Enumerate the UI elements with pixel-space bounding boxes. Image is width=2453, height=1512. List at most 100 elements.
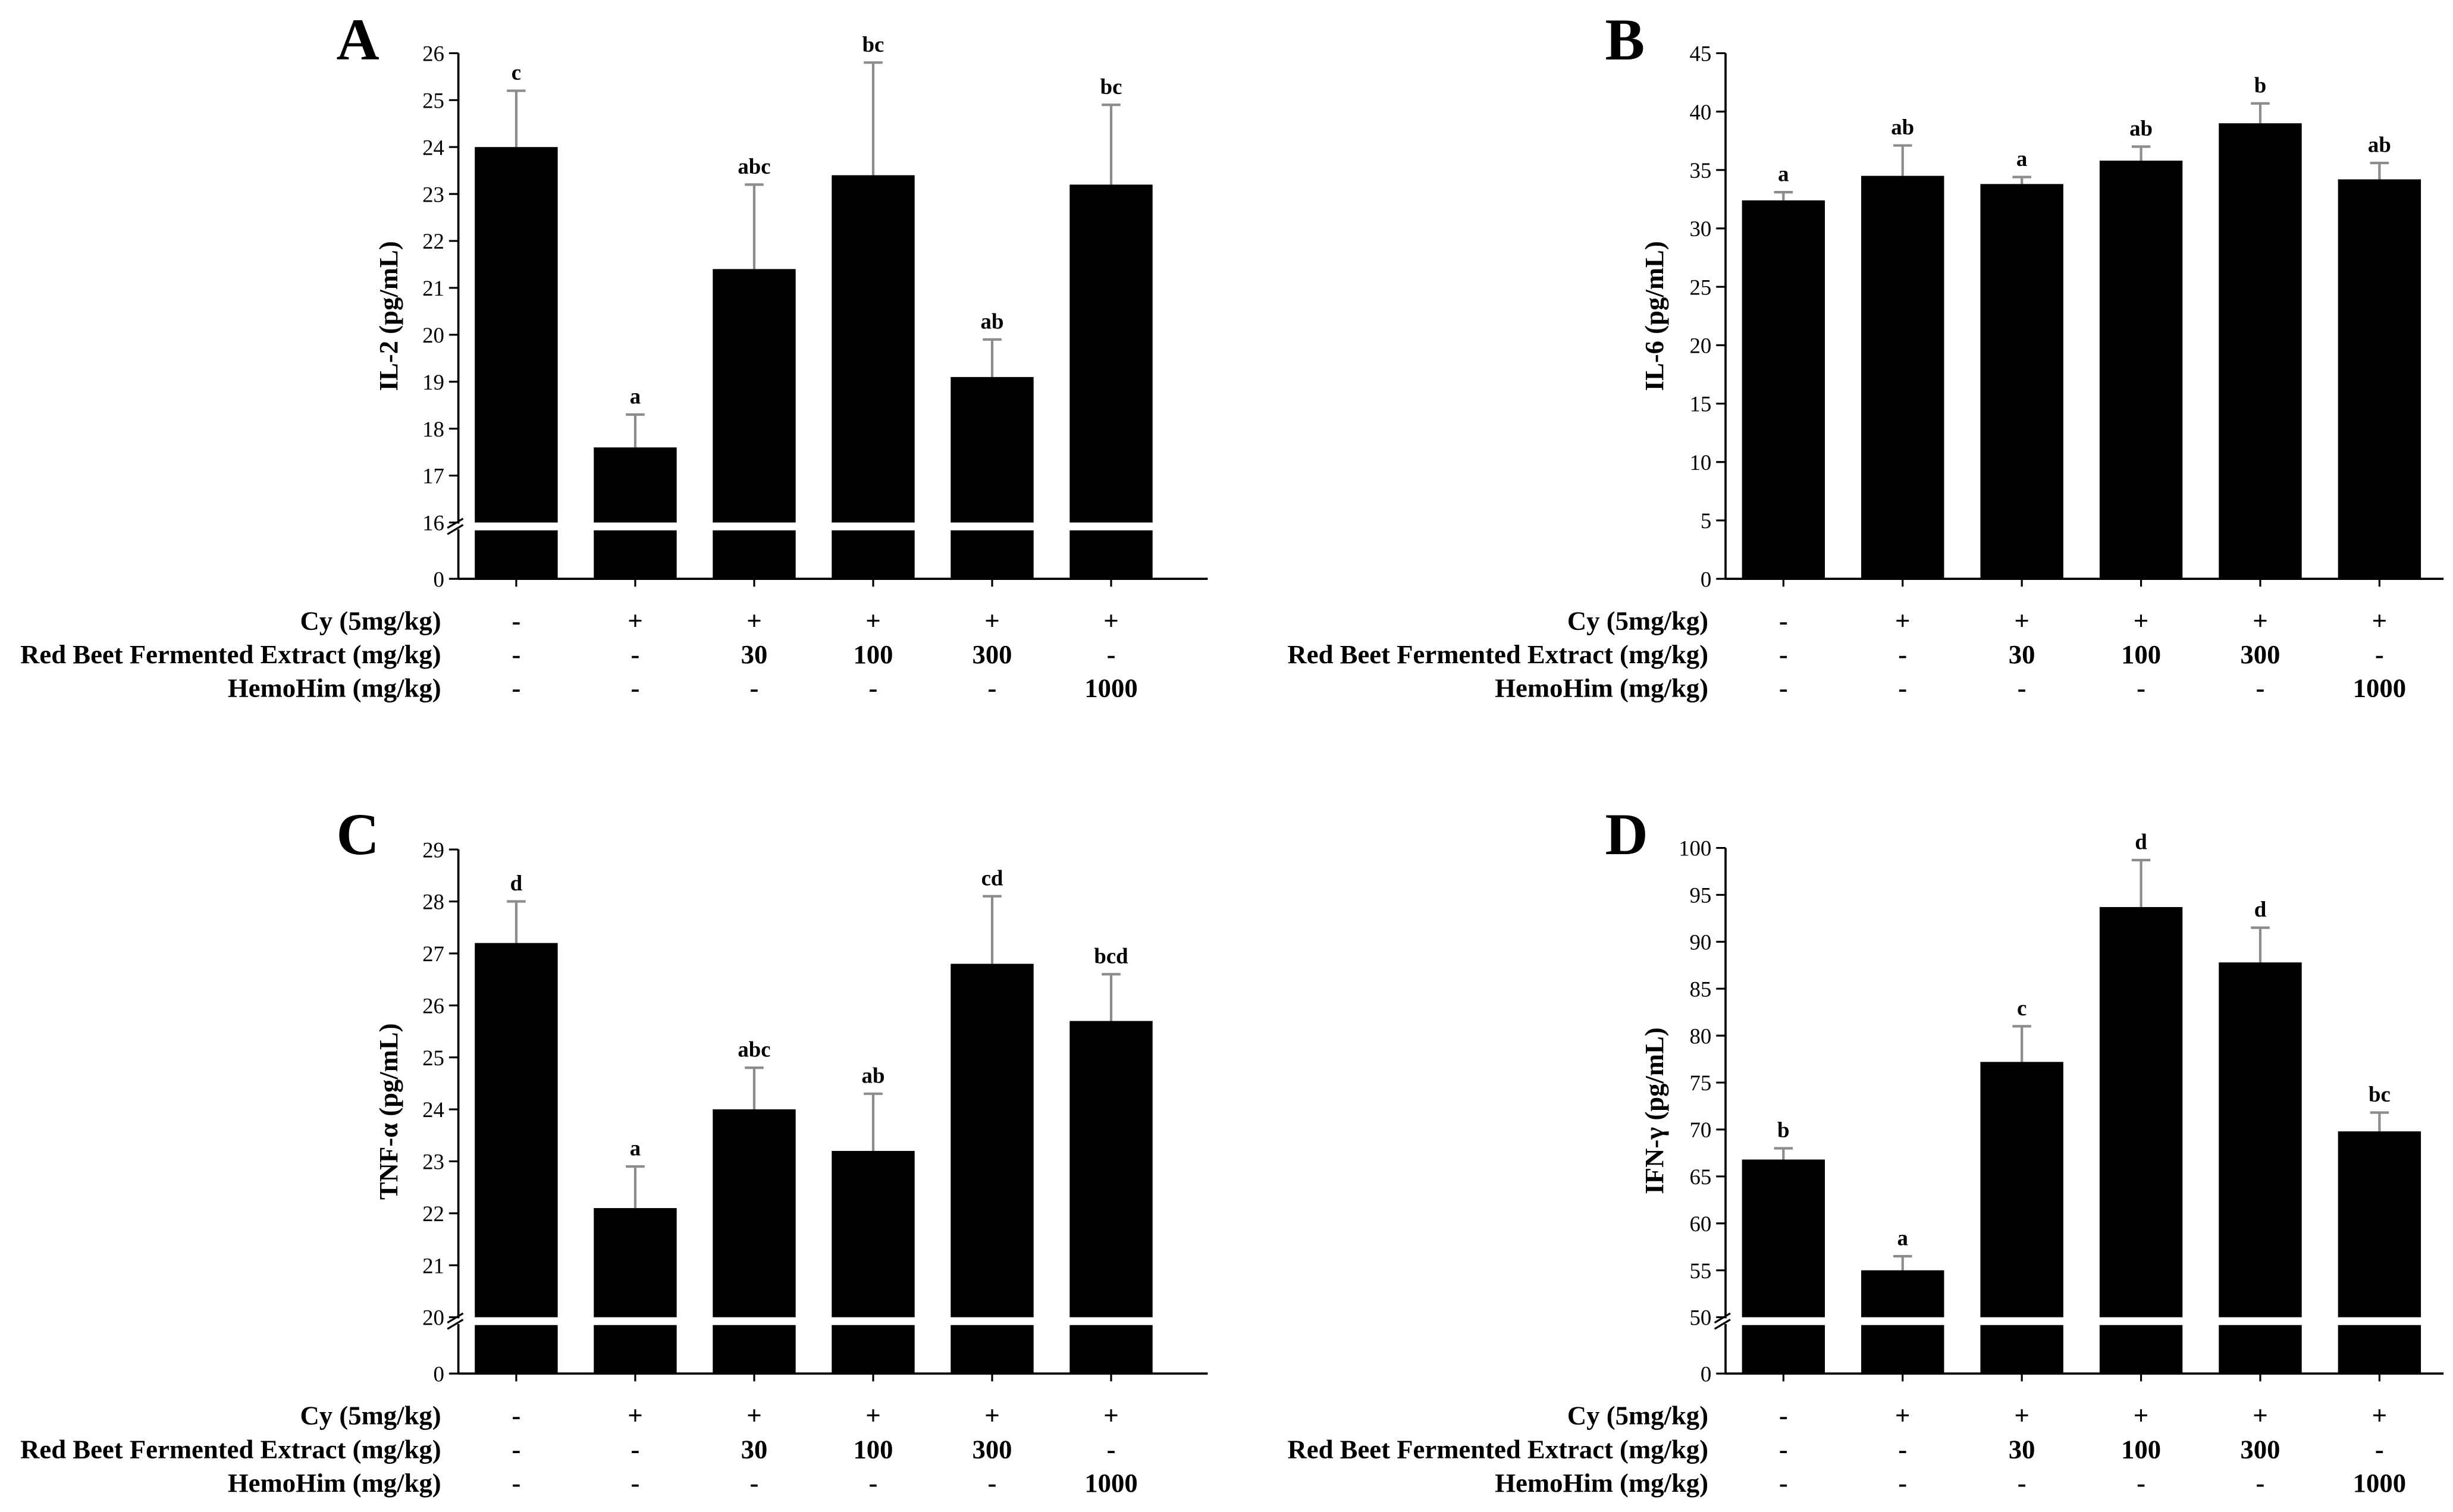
significance-label: bc [1100, 74, 1122, 99]
significance-label: d [2254, 897, 2267, 921]
treatment-value: 30 [2009, 639, 2035, 669]
y-tick-label: 30 [1690, 217, 1712, 241]
y-tick-label: 22 [422, 229, 444, 253]
y-tick-label: 25 [422, 88, 444, 112]
significance-label: a [1778, 162, 1789, 186]
bar [1069, 184, 1153, 523]
treatment-row-label: Red Beet Fermented Extract (mg/kg) [1287, 639, 1708, 669]
bar [2338, 1131, 2421, 1317]
treatment-table: Cy (5mg/kg) - + + + + +Red Beet Fermented Extr… [20, 1401, 1138, 1498]
bar-below-break [951, 530, 1034, 579]
bar [2099, 906, 2183, 1317]
treatment-value: - [512, 1401, 520, 1431]
treatment-value: 100 [2121, 1434, 2161, 1464]
y-tick-label: 16 [422, 511, 444, 535]
y-tick-label: 0 [434, 1362, 444, 1386]
bar-series: a ab a ab b ab [1742, 73, 2421, 579]
treatment-row-label: Red Beet Fermented Extract (mg/kg) [1287, 1434, 1708, 1464]
treatment-value: 1000 [1084, 673, 1137, 703]
axes: 0 16 17 18 19 20 21 22 23 24 25 26 [422, 42, 1208, 591]
treatment-value: - [2256, 673, 2265, 703]
chart-panel-c: d a abc ab cd bcd 0 20 21 22 23 24 25 26 27 28 29 C TNF-α … [20, 801, 1208, 1498]
y-tick-label: 17 [422, 464, 444, 488]
significance-label: ab [2368, 133, 2391, 157]
treatment-row-label: HemoHim (mg/kg) [228, 673, 441, 703]
y-tick-label: 24 [422, 1097, 444, 1122]
bar-below-break [1742, 1325, 1825, 1374]
treatment-value: - [750, 1468, 759, 1498]
treatment-table: Cy (5mg/kg) - + + + + +Red Beet Fermented Extr… [20, 606, 1138, 703]
treatment-value: - [1779, 639, 1788, 669]
axes: 0 50 55 60 65 70 75 80 85 90 95 100 [1679, 836, 2444, 1386]
treatment-value: + [2253, 1401, 2267, 1431]
axis-break-mark [447, 524, 464, 535]
treatment-value: - [1107, 639, 1116, 669]
y-tick-label: 25 [422, 1046, 444, 1070]
treatment-value: 300 [972, 1434, 1012, 1464]
y-tick-label: 26 [422, 42, 444, 66]
treatment-value: - [512, 673, 520, 703]
y-tick-label: 65 [1690, 1165, 1712, 1189]
axis-break-gap [444, 1318, 465, 1324]
bar-below-break [1069, 530, 1153, 579]
y-tick-label: 27 [422, 942, 444, 966]
y-tick-label: 40 [1690, 100, 1712, 124]
treatment-value: - [2018, 1468, 2027, 1498]
y-tick-label: 50 [1690, 1306, 1712, 1330]
bar [1742, 1159, 1825, 1317]
treatment-value: 1000 [2353, 1468, 2406, 1498]
treatment-value: - [2018, 673, 2027, 703]
y-axis-label: IFN-γ (pg/mL) [1639, 1027, 1669, 1194]
bar [1861, 1270, 1944, 1317]
significance-label: ab [1891, 115, 1914, 139]
axis-break-mark [447, 1312, 464, 1324]
treatment-row-label: Cy (5mg/kg) [1567, 1401, 1708, 1431]
y-tick-label: 20 [422, 323, 444, 347]
y-tick-label: 0 [1701, 1362, 1711, 1386]
bar [1980, 184, 2063, 579]
y-axis-label: IL-2 (pg/mL) [374, 241, 403, 391]
y-tick-label: 95 [1690, 883, 1712, 908]
significance-label: c [512, 60, 521, 84]
axis-break-gap [1711, 1318, 1732, 1324]
treatment-value: - [631, 1468, 640, 1498]
y-tick-label: 26 [422, 993, 444, 1018]
treatment-value: 100 [2121, 639, 2161, 669]
significance-label: a [1897, 1226, 1908, 1250]
treatment-value: + [984, 1401, 999, 1431]
bar [1069, 1021, 1153, 1317]
treatment-row-label: HemoHim (mg/kg) [1495, 1468, 1708, 1498]
treatment-value: - [1107, 1434, 1116, 1464]
significance-label: b [1777, 1118, 1789, 1142]
treatment-value: + [2372, 606, 2387, 636]
y-tick-label: 24 [422, 135, 444, 159]
significance-label: ab [2129, 116, 2153, 140]
y-tick-label: 21 [422, 276, 444, 300]
treatment-value: - [2137, 673, 2145, 703]
treatment-value: + [865, 606, 880, 636]
bar-below-break [832, 530, 915, 579]
bar [951, 964, 1034, 1317]
treatment-value: - [631, 673, 640, 703]
y-tick-label: 18 [422, 417, 444, 441]
axis-break-mark [447, 1319, 464, 1330]
bar [2338, 179, 2421, 579]
significance-label: b [2254, 73, 2266, 97]
significance-label: bc [2369, 1082, 2391, 1106]
treatment-value: + [1103, 1401, 1118, 1431]
significance-label: d [510, 871, 523, 895]
bar [475, 147, 558, 523]
bar [713, 269, 796, 523]
y-tick-label: 19 [422, 370, 444, 394]
treatment-value: 300 [2240, 1434, 2280, 1464]
y-axis-label: IL-6 (pg/mL) [1639, 241, 1669, 391]
y-tick-label: 0 [434, 567, 444, 591]
bar [832, 1150, 915, 1317]
significance-label: abc [738, 154, 770, 178]
y-tick-label: 29 [422, 837, 444, 862]
significance-label: ab [862, 1063, 885, 1087]
treatment-value: - [1898, 1434, 1907, 1464]
y-tick-label: 22 [422, 1202, 444, 1226]
